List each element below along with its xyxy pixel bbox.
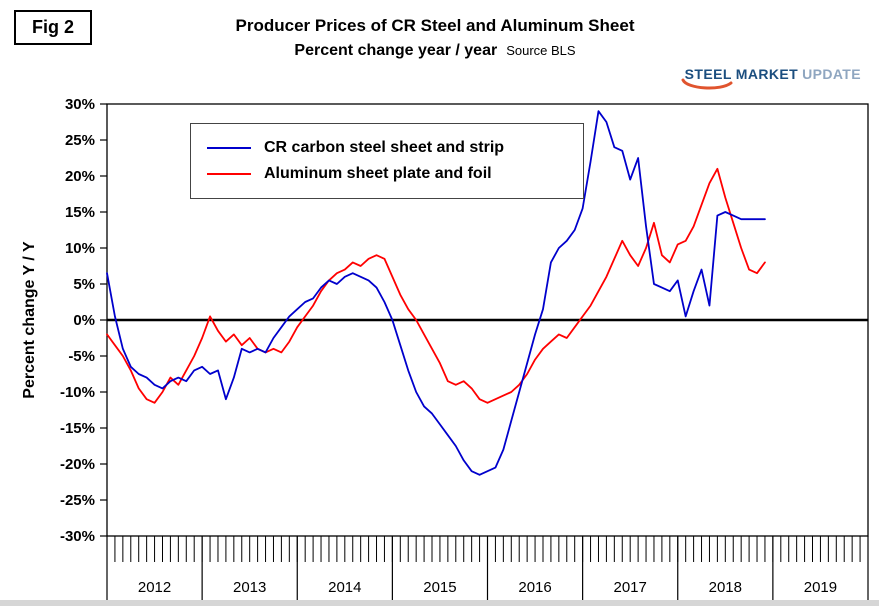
y-tick-label: -30% [60, 528, 95, 545]
legend-label-aluminum: Aluminum sheet plate and foil [264, 165, 492, 182]
smu-logo: STEEL MARKET UPDATE [681, 66, 861, 90]
y-tick-label: 15% [65, 204, 95, 221]
chart-header: Producer Prices of CR Steel and Aluminum… [110, 14, 760, 62]
x-year-label: 2015 [423, 579, 456, 596]
plot-border [106, 103, 869, 537]
legend-item-cr-steel: CR carbon steel sheet and strip [207, 135, 569, 161]
y-tick-label: 10% [65, 240, 95, 257]
y-tick-label: -15% [60, 420, 95, 437]
x-year-label: 2017 [614, 579, 647, 596]
x-year-label: 2013 [233, 579, 266, 596]
legend: CR carbon steel sheet and strip Aluminum… [190, 123, 584, 199]
logo-word-market: MARKET [735, 66, 799, 82]
source-label: Source BLS [506, 42, 576, 58]
x-year-label: 2018 [709, 579, 742, 596]
legend-label-cr-steel: CR carbon steel sheet and strip [264, 139, 505, 156]
y-tick-label: -25% [60, 492, 95, 509]
logo-swoosh-icon [681, 78, 733, 90]
fig-label: Fig 2 [32, 17, 75, 37]
y-tick-label: -10% [60, 384, 95, 401]
y-tick-label: 30% [65, 96, 95, 113]
y-tick-label: 20% [65, 168, 95, 185]
x-year-label: 2019 [804, 579, 837, 596]
fig-label-box: Fig 2 [14, 10, 93, 45]
x-year-label: 2016 [518, 579, 551, 596]
series-line-0 [106, 110, 766, 476]
logo-word-steel: STEEL [681, 66, 733, 90]
legend-item-aluminum: Aluminum sheet plate and foil [207, 161, 569, 187]
series-line-1 [106, 167, 766, 404]
legend-line-sample-red [207, 173, 251, 175]
y-tick-label: -5% [68, 348, 95, 365]
y-tick-label: 5% [73, 276, 95, 293]
y-tick-label: -20% [60, 456, 95, 473]
logo-word-update: UPDATE [802, 66, 861, 82]
window-edge [0, 600, 879, 606]
chart-title: Producer Prices of CR Steel and Aluminum… [235, 16, 635, 35]
legend-line-sample-blue [207, 147, 251, 149]
y-tick-label: 25% [65, 132, 95, 149]
y-tick-label: 0% [73, 312, 95, 329]
logo-word-steel-text: STEEL [684, 66, 732, 82]
chart-subtitle: Percent change year / year [294, 41, 498, 59]
x-year-label: 2014 [328, 579, 361, 596]
x-year-label: 2012 [138, 579, 171, 596]
